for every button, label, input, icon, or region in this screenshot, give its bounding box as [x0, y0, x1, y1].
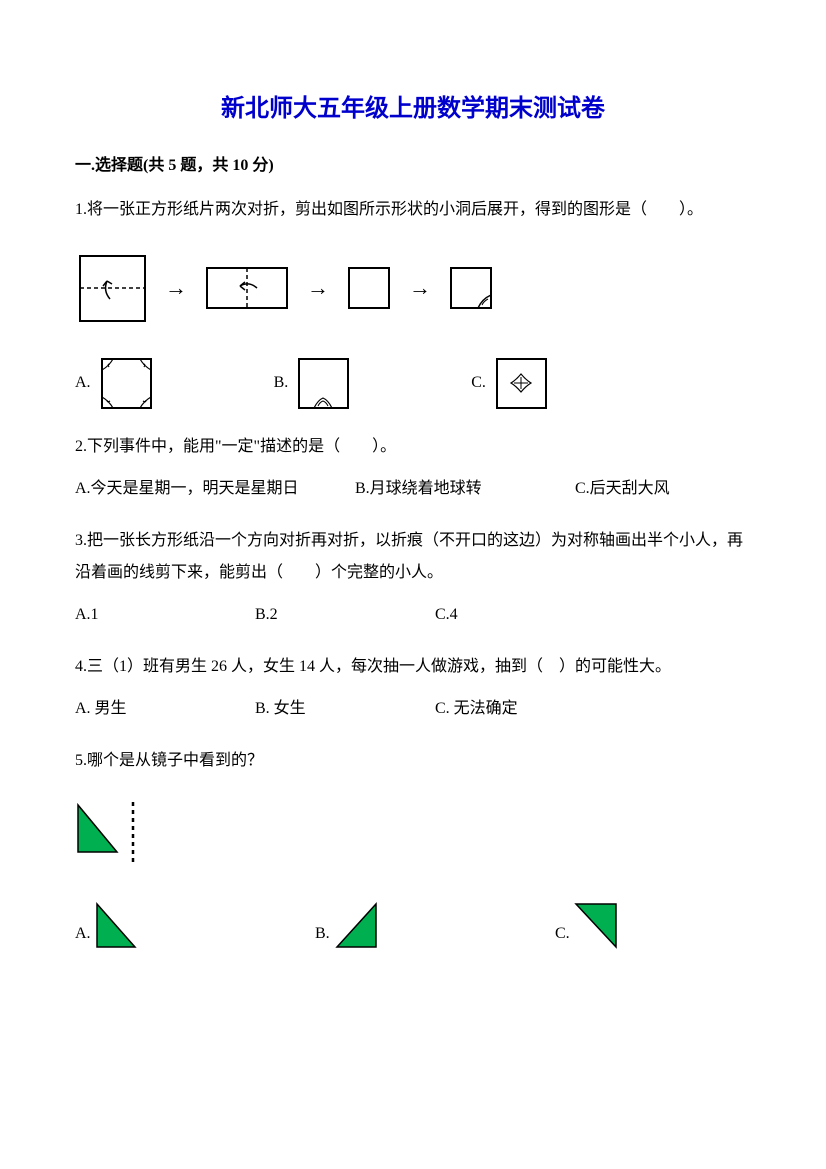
fold-step-4 [446, 263, 496, 313]
q1-figure-c [494, 356, 549, 411]
arrow-icon: → [409, 266, 431, 310]
fold-step-2 [202, 263, 292, 313]
q4-option-a: A. 男生 [75, 693, 255, 725]
triangle-c-icon [574, 902, 619, 950]
option-label: A. [75, 367, 91, 399]
q1-option-c: C. [471, 356, 549, 411]
q1-figure-a [99, 356, 154, 411]
q5-option-a: A. [75, 902, 315, 950]
q2-option-a: A.今天是星期一，明天是星期日 [75, 473, 355, 505]
option-label: B. [315, 918, 330, 950]
page-title: 新北师大五年级上册数学期末测试卷 [75, 90, 751, 128]
q5-option-b: B. [315, 902, 555, 950]
q1-figure-b [296, 356, 351, 411]
q3-option-b: B.2 [255, 599, 435, 631]
q3-option-a: A.1 [75, 599, 255, 631]
arrow-icon: → [165, 266, 187, 310]
q3-options: A.1 B.2 C.4 [75, 599, 751, 631]
question-4: 4.三（1）班有男生 26 人，女生 14 人，每次抽一人做游戏，抽到（ ）的可… [75, 651, 751, 725]
q1-text: 1.将一张正方形纸片两次对折，剪出如图所示形状的小洞后展开，得到的图形是（ ）。 [75, 194, 751, 226]
triangle-a-icon [95, 902, 140, 950]
q5-option-c: C. [555, 902, 705, 950]
q4-options: A. 男生 B. 女生 C. 无法确定 [75, 693, 751, 725]
arrow-icon: → [307, 266, 329, 310]
question-2: 2.下列事件中，能用"一定"描述的是（ ）。 A.今天是星期一，明天是星期日 B… [75, 431, 751, 505]
q5-options: A. B. C. [75, 902, 751, 950]
q3-text: 3.把一张长方形纸沿一个方向对折再对折，以折痕（不开口的这边）为对称轴画出半个小… [75, 525, 751, 589]
q5-text: 5.哪个是从镜子中看到的？ [75, 745, 751, 777]
q2-options: A.今天是星期一，明天是星期日 B.月球绕着地球转 C.后天刮大风 [75, 473, 751, 505]
section-1-header: 一.选择题(共 5 题，共 10 分) [75, 153, 751, 179]
option-label: C. [471, 367, 486, 399]
q2-text: 2.下列事件中，能用"一定"描述的是（ ）。 [75, 431, 751, 463]
q5-reference-figure [75, 802, 751, 862]
q2-option-b: B.月球绕着地球转 [355, 473, 575, 505]
q3-option-c: C.4 [435, 599, 615, 631]
q4-option-b: B. 女生 [255, 693, 435, 725]
question-5: 5.哪个是从镜子中看到的？ A. B. C. [75, 745, 751, 950]
triangle-with-mirror-icon [75, 802, 125, 857]
question-1: 1.将一张正方形纸片两次对折，剪出如图所示形状的小洞后展开，得到的图形是（ ）。… [75, 194, 751, 411]
triangle-b-icon [334, 902, 379, 950]
option-label: A. [75, 918, 91, 950]
q4-text: 4.三（1）班有男生 26 人，女生 14 人，每次抽一人做游戏，抽到（ ）的可… [75, 651, 751, 683]
mirror-line-icon [128, 802, 138, 862]
q2-option-c: C.后天刮大风 [575, 473, 725, 505]
q4-option-c: C. 无法确定 [435, 693, 615, 725]
option-label: C. [555, 918, 570, 950]
fold-diagram: → → → [75, 251, 751, 326]
q1-option-a: A. [75, 356, 154, 411]
fold-step-3 [344, 263, 394, 313]
option-label: B. [274, 367, 289, 399]
fold-step-1 [75, 251, 150, 326]
question-3: 3.把一张长方形纸沿一个方向对折再对折，以折痕（不开口的这边）为对称轴画出半个小… [75, 525, 751, 631]
q1-option-b: B. [274, 356, 352, 411]
q1-options: A. B. C. [75, 356, 751, 411]
